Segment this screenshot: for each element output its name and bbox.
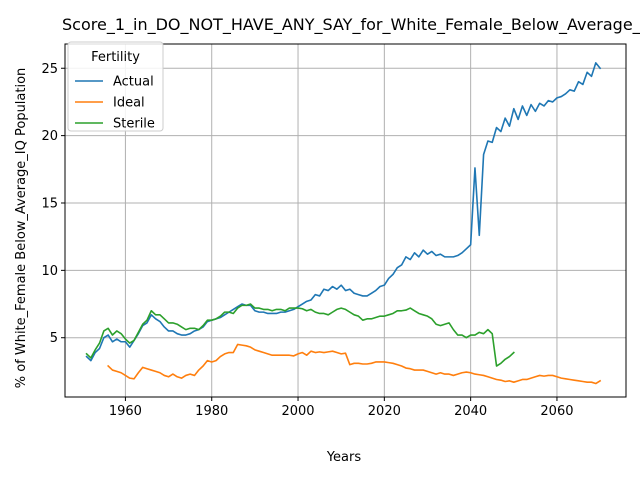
x-tick-label: 2000	[281, 404, 314, 419]
chart-title: Score_1_in_DO_NOT_HAVE_ANY_SAY_for_White…	[62, 15, 640, 35]
x-tick-label: 2020	[368, 404, 401, 419]
legend-label-sterile: Sterile	[113, 117, 155, 132]
x-axis: 1960 1980 2000 2020 2040 2060	[109, 397, 574, 419]
plot-frame	[64, 43, 627, 398]
grid-lines	[65, 44, 626, 397]
legend-label-ideal: Ideal	[113, 96, 145, 111]
y-tick-label: 15	[41, 196, 58, 211]
series-line-actual	[85, 62, 602, 362]
legend-items: Actual Ideal Sterile	[75, 75, 155, 132]
legend-title: Fertility	[91, 50, 140, 65]
y-axis: 5 10 15 20 25	[41, 62, 65, 346]
series-line-ideal	[107, 343, 602, 385]
y-tick-label: 10	[41, 264, 58, 279]
x-axis-label: Years	[326, 450, 362, 465]
legend: Fertility Actual Ideal Sterile	[67, 41, 164, 132]
x-tick-label: 2040	[454, 404, 487, 419]
series-line-sterile	[85, 303, 515, 367]
x-tick-label: 1960	[109, 404, 142, 419]
x-tick-label: 1980	[195, 404, 228, 419]
series-lines	[85, 62, 602, 385]
y-tick-label: 20	[41, 129, 58, 144]
legend-box	[67, 41, 164, 132]
legend-label-actual: Actual	[113, 75, 154, 90]
x-tick-label: 2060	[540, 404, 573, 419]
y-tick-label: 5	[50, 331, 58, 346]
y-tick-label: 25	[41, 62, 58, 77]
y-axis-label: % of White_Female Below_Average_IQ Popul…	[14, 68, 29, 389]
